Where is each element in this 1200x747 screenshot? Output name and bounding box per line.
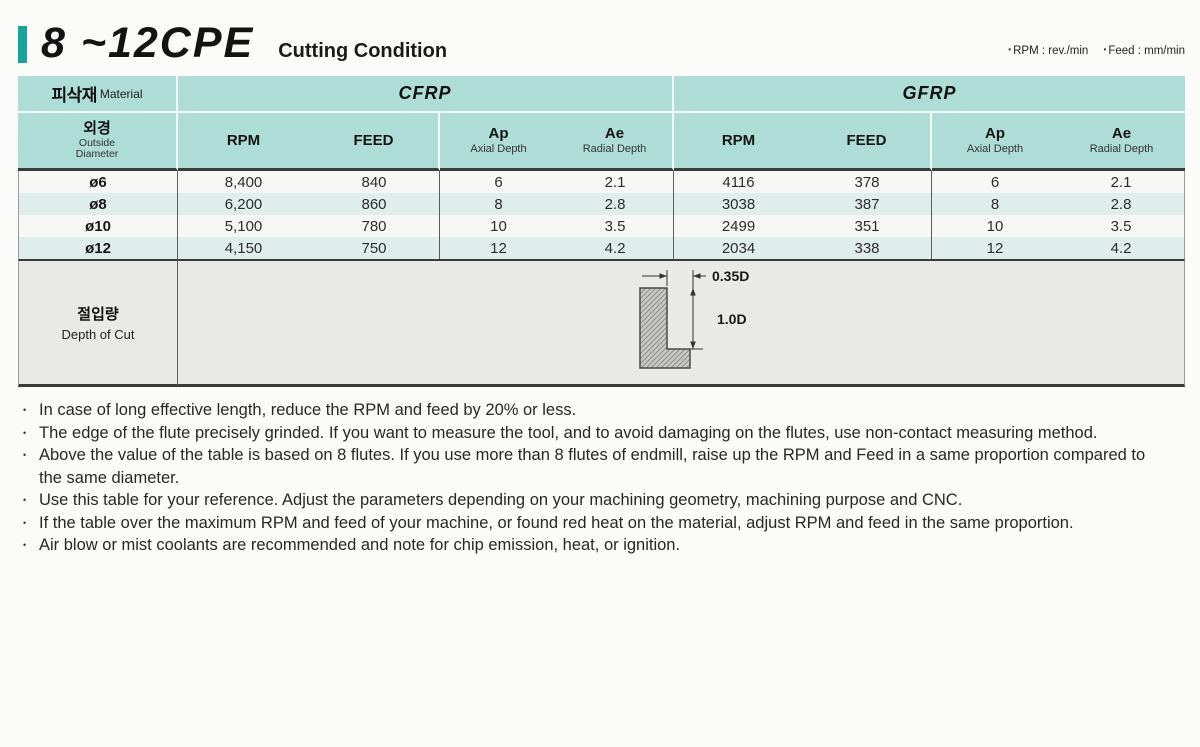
ap-label: Ap [985,125,1005,142]
depth-of-cut-label-cell: 절입량 Depth of Cut [18,259,178,387]
legend-rpm-text: RPM : rev./min [1013,45,1089,57]
arrow-up-icon [690,288,696,296]
notes-list: In case of long effective length, reduce… [18,399,1158,557]
page-subtitle: Cutting Condition [278,40,448,62]
note-item: The edge of the flute precisely grinded.… [18,422,1158,445]
note-item: Air blow or mist coolants are recommende… [18,534,1158,557]
table-cell: 8,400 [178,171,309,193]
units-legend: • RPM : rev./min • Feed : mm/min [996,45,1185,57]
table-cell: 3.5 [557,215,674,237]
note-item: If the table over the maximum RPM and fe… [18,512,1158,535]
table-cell: 5,100 [178,215,309,237]
table-cell: 351 [803,215,932,237]
table-cell: 12 [440,237,557,259]
arrow-right-icon [659,273,667,279]
cfrp-rpm-header: RPM [178,113,309,171]
table-cell-diameter: ø6 [18,171,178,193]
table-cell: 10 [440,215,557,237]
table-cell: 840 [309,171,440,193]
diameter-header-cell: 외경 Outside Diameter [18,113,178,171]
legend-rpm: • RPM : rev./min [1008,45,1088,57]
table-cell: 750 [309,237,440,259]
gfrp-feed-header: FEED [803,113,932,171]
diameter-header-en1: Outside [78,137,116,149]
ap-sublabel: Axial Depth [966,143,1024,155]
table-cell: 378 [803,171,932,193]
ap-label: Ap [488,125,509,142]
table-cell: 4.2 [1058,237,1185,259]
ap-sublabel: Axial Depth [470,143,527,155]
table-cell: 4,150 [178,237,309,259]
page-title: 8 ~12CPE [41,19,255,67]
table-cell-diameter: ø8 [18,193,178,215]
table-cell-diameter: ø10 [18,215,178,237]
cutting-condition-table: 피삭재 Material CFRP GFRP 외경 Outside Diamet… [18,76,1185,387]
table-cell: 860 [309,193,440,215]
gfrp-ap-header: Ap Axial Depth [932,113,1058,171]
table-cell: 8 [440,193,557,215]
table-cell: 2.8 [557,193,674,215]
depth-of-cut-diagram: 0.35D 1.0D [639,268,749,369]
table-cell: 2.1 [557,171,674,193]
bullet-dot-icon: • [1103,45,1107,54]
depth-of-cut-ko: 절입량 [77,306,119,323]
diameter-header-ko: 외경 [83,120,111,137]
dimension-depth-label: 1.0D [717,311,747,327]
ae-sublabel: Radial Depth [582,143,647,155]
cfrp-ae-header: Ae Radial Depth [557,113,674,171]
note-item: In case of long effective length, reduce… [18,399,1158,422]
table-cell-diameter: ø12 [18,237,178,259]
gfrp-ae-header: Ae Radial Depth [1058,113,1185,171]
ae-label: Ae [1111,125,1132,142]
table-cell: 8 [932,193,1058,215]
table-cell: 2.8 [1058,193,1185,215]
table-cell: 2.1 [1058,171,1185,193]
material-header-ko: 피삭재 [51,86,97,105]
material-gfrp-header: GFRP [674,76,1185,113]
table-cell: 10 [932,215,1058,237]
title-bar: 8 ~12CPE Cutting Condition • RPM : rev./m… [18,22,1185,68]
table-cell: 4.2 [557,237,674,259]
table-cell: 4116 [674,171,803,193]
table-cell: 2499 [674,215,803,237]
table-cell: 6 [440,171,557,193]
gfrp-rpm-header: RPM [674,113,803,171]
table-cell: 3038 [674,193,803,215]
accent-bar [18,26,27,63]
diameter-header-en2: Diameter [75,148,119,160]
depth-of-cut-en: Depth of Cut [61,327,135,342]
table-cell: 6,200 [178,193,309,215]
table-cell: 12 [932,237,1058,259]
arrow-down-icon [690,341,696,349]
cfrp-feed-header: FEED [309,113,440,171]
legend-feed: • Feed : mm/min [1104,45,1186,57]
table-cell: 6 [932,171,1058,193]
note-item: Above the value of the table is based on… [18,444,1158,489]
arrow-left-icon [693,273,701,279]
cfrp-ap-header: Ap Axial Depth [440,113,557,171]
legend-feed-text: Feed : mm/min [1108,45,1185,57]
table-cell: 2034 [674,237,803,259]
table-cell: 338 [803,237,932,259]
depth-of-cut-diagram-cell: 0.35D 1.0D [178,259,1185,387]
table-cell: 387 [803,193,932,215]
table-cell: 780 [309,215,440,237]
ae-label: Ae [604,125,625,142]
material-cfrp-header: CFRP [178,76,674,113]
note-item: Use this table for your reference. Adjus… [18,489,1158,512]
workpiece-cross-section [639,287,691,369]
ae-sublabel: Radial Depth [1089,143,1154,155]
dimension-width-label: 0.35D [712,268,749,284]
table-cell: 3.5 [1058,215,1185,237]
bullet-dot-icon: • [1008,45,1012,54]
material-header-en: Material [99,86,143,101]
material-header-cell: 피삭재 Material [18,76,178,113]
